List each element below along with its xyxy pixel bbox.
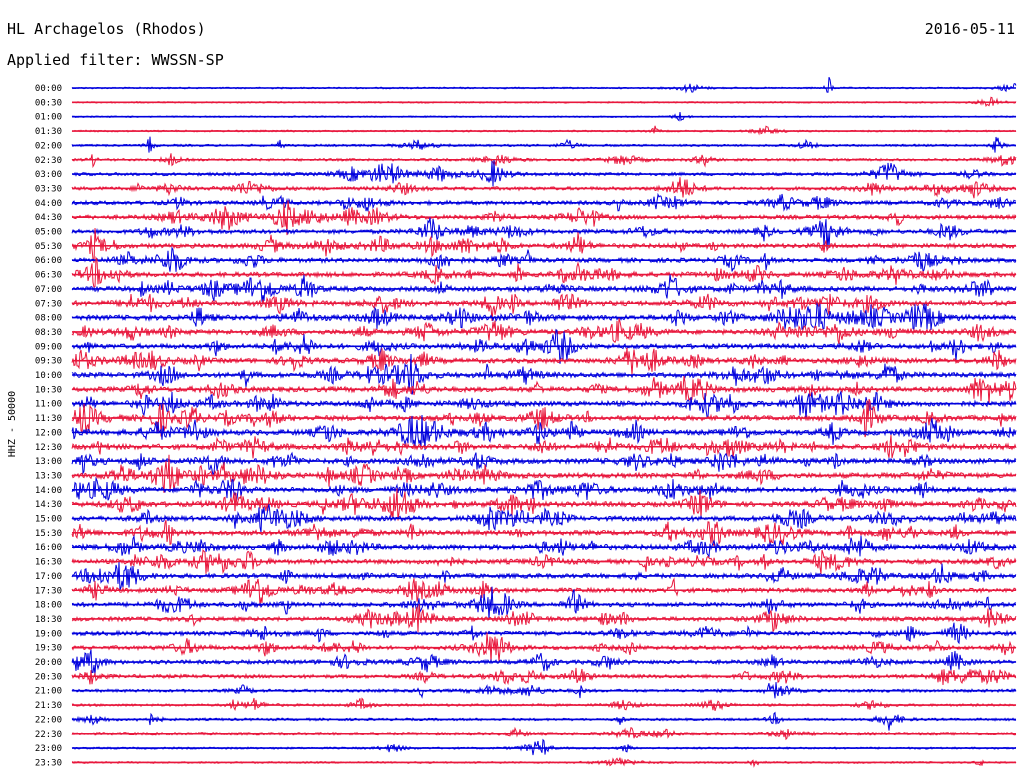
trace-line [71, 697, 1017, 712]
time-tick-label: 14:00 [35, 486, 62, 496]
time-tick-label: 02:30 [35, 156, 62, 166]
time-tick-label: 19:00 [35, 629, 62, 639]
time-tick-label: 05:00 [35, 228, 62, 238]
time-tick-label: 00:00 [35, 84, 62, 94]
trace-line [71, 534, 1017, 559]
time-tick-label: 18:30 [35, 615, 62, 625]
time-tick-label: 06:30 [35, 271, 62, 281]
time-tick-label: 05:30 [35, 242, 62, 252]
trace-line [71, 649, 1017, 676]
time-tick-label: 22:00 [35, 715, 62, 725]
time-tick-label: 14:30 [35, 500, 62, 510]
time-tick-label: 08:00 [35, 314, 62, 324]
time-tick-label: 19:30 [35, 644, 62, 654]
time-tick-label: 22:30 [35, 730, 62, 740]
time-tick-label: 10:00 [35, 371, 62, 381]
trace-line [71, 476, 1017, 501]
time-tick-label: 07:30 [35, 299, 62, 309]
time-tick-label: 21:00 [35, 687, 62, 697]
time-tick-label: 11:30 [35, 414, 62, 424]
trace-line [71, 274, 1017, 302]
trace-line [71, 451, 1017, 476]
time-tick-label: 09:00 [35, 342, 62, 352]
time-tick-label: 23:00 [35, 744, 62, 754]
time-tick-label: 17:00 [35, 572, 62, 582]
station-title: HL Archagelos (Rhodos) [7, 20, 206, 38]
time-tick-label: 18:00 [35, 601, 62, 611]
trace-line [71, 519, 1016, 548]
traces-group [71, 77, 1017, 768]
time-tick-label: 12:30 [35, 443, 62, 453]
time-tick-label: 11:00 [35, 400, 62, 410]
time-tick-label: 01:00 [35, 113, 62, 123]
time-tick-label: 23:30 [35, 758, 62, 768]
time-tick-label: 21:30 [35, 701, 62, 711]
time-tick-label: 15:00 [35, 515, 62, 525]
time-tick-label: 15:30 [35, 529, 62, 539]
time-tick-label: 00:30 [35, 98, 62, 108]
time-tick-label: 17:30 [35, 586, 62, 596]
trace-line [71, 711, 1017, 731]
trace-line [71, 398, 1017, 438]
trace-line [71, 488, 1017, 521]
trace-line [71, 301, 1017, 331]
trace-line [71, 329, 1017, 364]
trace-line [71, 504, 1017, 533]
date-label: 2016-05-11 [924, 20, 1015, 38]
time-ticks-group: 00:00 00:30 01:00 01:30 02:00 02:30 03:00 03:30… [35, 84, 62, 768]
trace-line [71, 434, 1017, 459]
time-tick-label: 16:00 [35, 543, 62, 553]
trace-line [71, 125, 1017, 136]
time-tick-label: 09:30 [35, 357, 62, 367]
time-tick-label: 20:00 [35, 658, 62, 668]
time-tick-label: 20:30 [35, 672, 62, 682]
time-tick-label: 03:00 [35, 170, 62, 180]
time-tick-label: 16:30 [35, 558, 62, 568]
time-tick-label: 02:00 [35, 141, 62, 151]
time-tick-label: 04:30 [35, 213, 62, 223]
time-tick-label: 13:30 [35, 471, 62, 481]
time-tick-label: 03:30 [35, 184, 62, 194]
time-tick-label: 12:00 [35, 428, 62, 438]
trace-line [71, 177, 1017, 199]
time-tick-label: 13:00 [35, 457, 62, 467]
trace-line [71, 77, 1017, 94]
time-tick-label: 08:30 [35, 328, 62, 338]
trace-line [71, 391, 1017, 421]
time-tick-label: 06:00 [35, 256, 62, 266]
trace-line [71, 577, 1017, 607]
time-tick-label: 07:00 [35, 285, 62, 295]
trace-line [71, 160, 1017, 187]
y-axis-label: HHZ - 50000 [7, 391, 18, 457]
time-tick-label: 01:30 [35, 127, 62, 137]
time-tick-label: 04:00 [35, 199, 62, 209]
time-tick-label: 10:30 [35, 385, 62, 395]
filter-label: Applied filter: WWSSN-SP [7, 51, 224, 69]
